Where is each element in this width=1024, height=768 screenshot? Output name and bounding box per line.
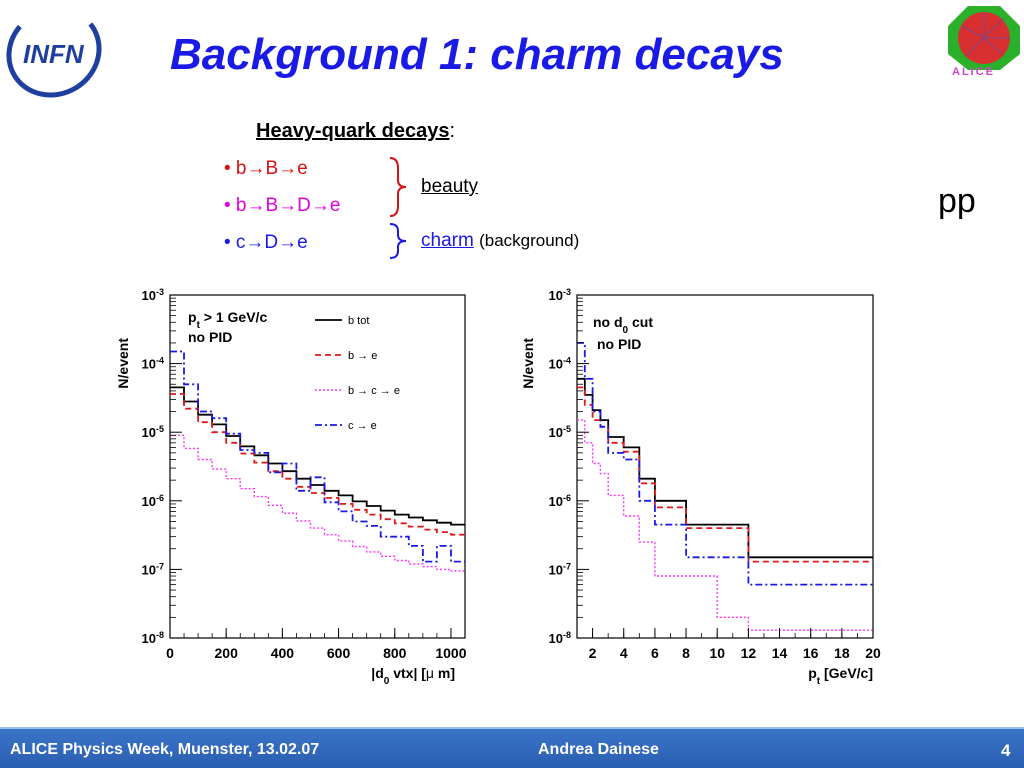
- chart1-xlabel-mu: μ: [426, 665, 434, 681]
- chart1-xlabel-sub: 0: [384, 676, 390, 687]
- chart1-xtick-label-0: 0: [166, 645, 174, 661]
- chart1-plot-frame: [169, 294, 466, 639]
- chart1-ytick-label-5: 10-8: [142, 630, 164, 646]
- chart1-annotation: pt > 1 GeV/c: [188, 309, 267, 331]
- chart2-annotation-sub: 0: [623, 325, 629, 336]
- footer-divider: [0, 727, 1024, 729]
- alice-logo: ALICE: [944, 4, 1024, 81]
- chart2-annotation-pid: no PID: [597, 336, 641, 352]
- chart2-ytick-label-3: 10-6: [549, 493, 571, 509]
- heavy-quark-heading-text: Heavy-quark decays: [256, 120, 450, 142]
- bullet-c-to-d-to-e: • c→D→e: [224, 232, 308, 253]
- collision-system-label: pp: [938, 182, 976, 220]
- chart1-series-2: [170, 434, 465, 572]
- chart2-xtick-label-0: 2: [589, 645, 597, 661]
- charm-word: charm: [421, 230, 474, 251]
- chart1-annotation-p: p: [188, 309, 197, 325]
- chart2-xtick-label-7: 16: [803, 645, 819, 661]
- chart2-xtick-label-9: 20: [865, 645, 881, 661]
- infn-logo-text: INFN: [23, 39, 85, 69]
- chart1-ytick-label-0: 10-3: [142, 287, 164, 303]
- chart1-ytick-label-4: 10-7: [142, 561, 164, 577]
- chart1-legend-label-1: b → e: [348, 350, 377, 362]
- page-number: 4: [1001, 741, 1011, 760]
- chart2-ytick-label-2: 10-5: [549, 424, 571, 440]
- chart1-legend-label-2: b → c → e: [348, 385, 400, 397]
- charm-brace: [389, 223, 407, 259]
- chart2-xlabel-sub: t: [817, 676, 821, 687]
- chart2-plot-frame: [576, 294, 874, 639]
- impact-parameter-chart: 0 200 400 600 800 1000 10-3 10-4 10-5 10-6 10-7 10-…: [115, 287, 467, 687]
- chart1-xtick-label-3: 600: [327, 645, 351, 661]
- chart1-legend-label-3: c → e: [348, 420, 377, 432]
- chart1-xlabel-d: |d: [371, 665, 383, 681]
- chart2-annotation-d: no d: [593, 314, 623, 330]
- chart2-ytick-label-1: 10-4: [549, 356, 571, 372]
- chart2-annotation-rest: cut: [628, 314, 653, 330]
- footer-bar: [0, 729, 1024, 768]
- chart2-xtick-label-6: 14: [772, 645, 788, 661]
- charm-note: (background): [479, 231, 580, 250]
- chart2-ytick-label-5: 10-8: [549, 630, 571, 646]
- chart1-series-0: [170, 386, 465, 526]
- chart2-xlabel: pt [GeV/c]: [808, 665, 873, 687]
- chart1-annotation-sub: t: [197, 320, 201, 331]
- footer-author: Andrea Dainese: [538, 741, 659, 758]
- chart1-xlabel: |d0 vtx| [μ m]: [371, 665, 455, 687]
- chart1-series-1: [170, 393, 465, 536]
- chart1-ytick-label-2: 10-5: [142, 424, 164, 440]
- chart1-xlabel-end: m]: [434, 665, 455, 681]
- chart1-xtick-label-1: 200: [215, 645, 239, 661]
- chart2-ylabel: N/event: [520, 338, 536, 389]
- chart1-xtick-label-2: 400: [271, 645, 295, 661]
- chart2-series-3: [577, 342, 873, 586]
- chart2-xlabel-p: p: [808, 665, 817, 681]
- chart1-annotation-pid: no PID: [188, 329, 232, 345]
- heavy-quark-heading: Heavy-quark decays:: [256, 120, 455, 143]
- slide-title: Background 1: charm decays: [170, 30, 784, 79]
- chart2-xtick-label-1: 4: [620, 645, 628, 661]
- bullet-b-to-b-to-e: • b→B→e: [224, 158, 308, 179]
- chart2-annotation: no d0 cut: [593, 314, 653, 336]
- chart1-xtick-label-4: 800: [383, 645, 407, 661]
- chart2-xtick-label-2: 6: [651, 645, 659, 661]
- heavy-quark-colon: :: [449, 120, 456, 142]
- chart1-annotation-rest: > 1 GeV/c: [200, 309, 268, 325]
- chart2-xtick-label-3: 8: [682, 645, 690, 661]
- chart1-xtick-label-5: 1000: [435, 645, 466, 661]
- chart2-ytick-label-4: 10-7: [549, 561, 571, 577]
- beauty-label: beauty: [421, 176, 479, 197]
- chart2-ytick-label-0: 10-3: [549, 287, 571, 303]
- bullet-b-to-b-to-d-to-e: • b→B→D→e: [224, 195, 341, 216]
- chart1-xlabel-mid: vtx| [: [389, 665, 426, 681]
- chart2-xtick-label-8: 18: [834, 645, 850, 661]
- alice-logo-text: ALICE: [952, 66, 995, 76]
- chart1-series-3: [170, 350, 465, 563]
- beauty-brace: [389, 157, 407, 217]
- chart2-xtick-label-5: 12: [741, 645, 757, 661]
- chart1-ylabel: N/event: [115, 338, 131, 389]
- pt-spectrum-chart: 2 4 6 8 10 12 14 16 18 20 10-3 10-4 10-5 10-6 10-7 10-8…: [520, 287, 881, 687]
- chart1-ytick-label-1: 10-4: [142, 356, 164, 372]
- infn-logo: INFN: [2, 2, 102, 103]
- footer-event: ALICE Physics Week, Muenster, 13.02.07: [10, 741, 320, 758]
- chart2-xtick-label-4: 10: [709, 645, 725, 661]
- chart2-series-1: [577, 386, 873, 563]
- chart2-series-2: [577, 419, 873, 631]
- chart1-legend: b tot b → e b → c → e c → e: [315, 315, 400, 432]
- chart1-ytick-label-3: 10-6: [142, 493, 164, 509]
- chart2-xlabel-rest: [GeV/c]: [820, 665, 873, 681]
- chart1-legend-label-0: b tot: [348, 315, 369, 327]
- charm-label: charm (background): [421, 230, 579, 252]
